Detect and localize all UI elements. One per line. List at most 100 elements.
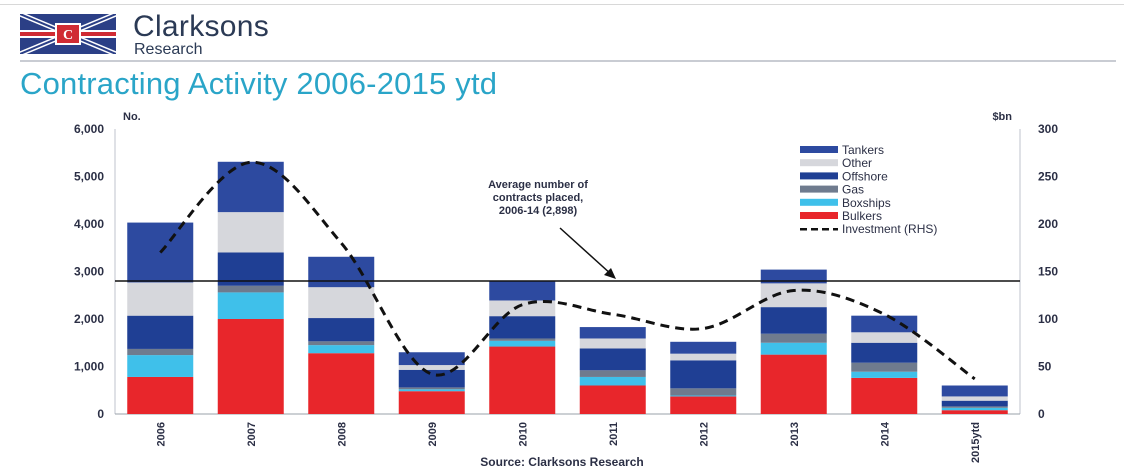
bar-bulkers-2006 (127, 376, 194, 414)
bar-other-2015ytd (941, 396, 1008, 401)
clarksons-flag-icon: C (20, 14, 116, 54)
bar-offshore-2014 (851, 342, 918, 363)
right-tick-label: 100 (1038, 312, 1058, 326)
left-tick-label: 6,000 (74, 122, 104, 136)
legend-swatch-offshore (800, 172, 838, 180)
bar-bulkers-2013 (760, 354, 827, 414)
right-tick-label: 50 (1038, 360, 1052, 374)
right-tick-label: 250 (1038, 170, 1058, 184)
x-tick-label: 2015ytd (970, 422, 982, 463)
x-tick-label: 2008 (336, 422, 348, 446)
bar-offshore-2008 (308, 318, 375, 342)
top-border (0, 4, 1124, 5)
bar-tankers-2008 (308, 256, 375, 288)
bar-bulkers-2011 (579, 385, 646, 414)
bar-offshore-2009 (398, 369, 465, 388)
bar-offshore-2011 (579, 348, 646, 371)
bar-gas-2015ytd (941, 406, 1008, 408)
left-tick-label: 4,000 (74, 217, 104, 231)
annotation-arrow-line (559, 227, 613, 276)
bar-tankers-2012 (670, 341, 737, 354)
x-tick-label: 2011 (608, 422, 620, 446)
left-tick-label: 1,000 (74, 360, 104, 374)
bar-boxships-2012 (670, 395, 737, 397)
bar-other-2009 (398, 365, 465, 370)
bar-other-2012 (670, 353, 737, 361)
right-tick-label: 200 (1038, 217, 1058, 231)
bar-boxships-2006 (127, 355, 194, 377)
bar-boxships-2013 (760, 342, 827, 355)
legend-label: Tankers (842, 143, 884, 157)
bar-boxships-2007 (217, 292, 284, 319)
chart-title: Contracting Activity 2006-2015 ytd (20, 66, 498, 101)
bar-tankers-2014 (851, 315, 918, 333)
bar-offshore-2015ytd (941, 400, 1008, 407)
brand-subtitle: Research (134, 41, 203, 58)
source-note: Source: Clarksons Research (480, 455, 643, 469)
bar-boxships-2009 (398, 389, 465, 392)
left-tick-label: 0 (97, 407, 104, 421)
bar-boxships-2011 (579, 376, 646, 386)
bar-offshore-2006 (127, 315, 194, 349)
reference-annotation-line: 2006-14 (2,898) (499, 205, 578, 217)
legend-swatch-boxships (800, 198, 838, 206)
bar-gas-2006 (127, 348, 194, 356)
legend-label: Boxships (842, 196, 891, 210)
bar-gas-2010 (489, 338, 556, 341)
left-tick-label: 5,000 (74, 170, 104, 184)
bar-bulkers-2008 (308, 353, 375, 414)
legend-swatch-other (800, 159, 838, 167)
left-axis-unit: No. (123, 111, 141, 123)
bar-other-2006 (127, 282, 194, 316)
bar-boxships-2008 (308, 345, 375, 354)
bar-tankers-2011 (579, 327, 646, 339)
bar-bulkers-2009 (398, 391, 465, 414)
legend-label: Offshore (842, 169, 888, 183)
right-tick-label: 300 (1038, 122, 1058, 136)
brand-name: Clarksons (133, 10, 270, 43)
contracting-chart: 0 1,000 2,000 3,000 4,000 5,000 6,000 0 50 100 150… (74, 111, 1058, 469)
right-axis-unit: $bn (992, 111, 1012, 123)
bar-other-2007 (217, 212, 284, 253)
bar-other-2011 (579, 338, 646, 349)
left-tick-label: 2,000 (74, 312, 104, 326)
bar-bulkers-2010 (489, 346, 556, 414)
bar-tankers-2010 (489, 281, 556, 301)
x-tick-label: 2014 (879, 421, 891, 446)
bar-tankers-2009 (398, 352, 465, 366)
bar-bulkers-2007 (217, 319, 284, 414)
bar-gas-2008 (308, 341, 375, 346)
bar-bulkers-2015ytd (941, 410, 1008, 414)
x-tick-label: 2010 (517, 422, 529, 446)
bar-gas-2014 (851, 362, 918, 372)
bar-other-2008 (308, 287, 375, 319)
bar-gas-2011 (579, 370, 646, 377)
investment-line (159, 160, 976, 381)
annotation-arrow-head (604, 268, 616, 279)
bar-bulkers-2014 (851, 377, 918, 414)
bar-boxships-2010 (489, 340, 556, 347)
right-tick-label: 0 (1038, 407, 1045, 421)
legend-label: Gas (842, 183, 864, 197)
x-tick-label: 2009 (427, 422, 439, 446)
legend-label: Bulkers (842, 209, 882, 223)
bar-gas-2009 (398, 387, 465, 390)
bar-offshore-2013 (760, 307, 827, 334)
bar-gas-2007 (217, 285, 284, 293)
bar-other-2014 (851, 332, 918, 343)
legend-swatch-gas (800, 185, 838, 193)
bar-gas-2013 (760, 333, 827, 343)
bar-tankers-2015ytd (941, 385, 1008, 397)
left-tick-label: 3,000 (74, 265, 104, 279)
right-tick-label: 150 (1038, 265, 1058, 279)
legend-label: Other (842, 156, 872, 170)
reference-annotation-line: contracts placed, (493, 192, 583, 204)
bar-offshore-2010 (489, 316, 556, 339)
bar-other-2013 (760, 283, 827, 308)
bar-gas-2012 (670, 388, 737, 396)
bar-offshore-2007 (217, 252, 284, 286)
header-rule (20, 60, 1116, 62)
legend-swatch-tankers (800, 146, 838, 153)
bar-tankers-2013 (760, 269, 827, 284)
bar-bulkers-2012 (670, 396, 737, 414)
